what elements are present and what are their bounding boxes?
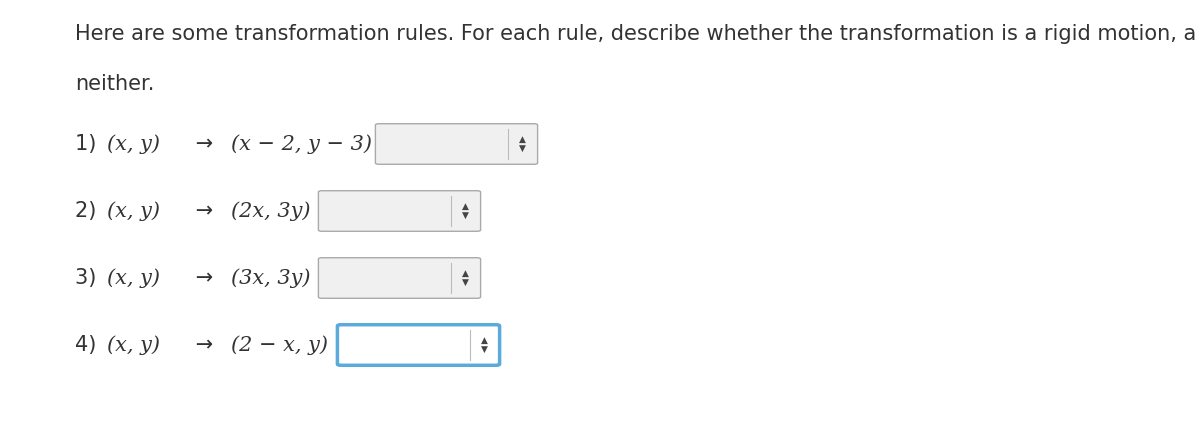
FancyBboxPatch shape [318, 191, 481, 231]
Text: ▲
▼: ▲ ▼ [480, 336, 487, 353]
Text: (x, y): (x, y) [107, 201, 160, 221]
Text: neither.: neither. [74, 74, 155, 94]
Text: →: → [190, 134, 220, 154]
FancyBboxPatch shape [318, 258, 481, 298]
Text: 3): 3) [74, 268, 103, 288]
Text: (x, y): (x, y) [107, 134, 160, 154]
Text: (x, y): (x, y) [107, 335, 160, 355]
Text: (x − 2, y − 3): (x − 2, y − 3) [230, 134, 372, 154]
Text: (2 − x, y): (2 − x, y) [230, 335, 328, 355]
Text: (2x, 3y): (2x, 3y) [230, 201, 311, 221]
Text: →: → [190, 201, 220, 221]
Text: ▲
▼: ▲ ▼ [462, 202, 468, 220]
Text: 4): 4) [74, 335, 103, 355]
FancyBboxPatch shape [337, 325, 499, 365]
Text: (x, y): (x, y) [107, 268, 160, 288]
Text: →: → [190, 335, 220, 355]
FancyBboxPatch shape [376, 124, 538, 164]
Text: →: → [190, 268, 220, 288]
Text: 2): 2) [74, 201, 103, 221]
Text: Here are some transformation rules. For each rule, describe whether the transfor: Here are some transformation rules. For … [74, 24, 1200, 44]
Text: ▲
▼: ▲ ▼ [462, 269, 468, 287]
Text: (3x, 3y): (3x, 3y) [230, 268, 311, 288]
Text: ▲
▼: ▲ ▼ [518, 136, 526, 153]
Text: 1): 1) [74, 134, 103, 154]
